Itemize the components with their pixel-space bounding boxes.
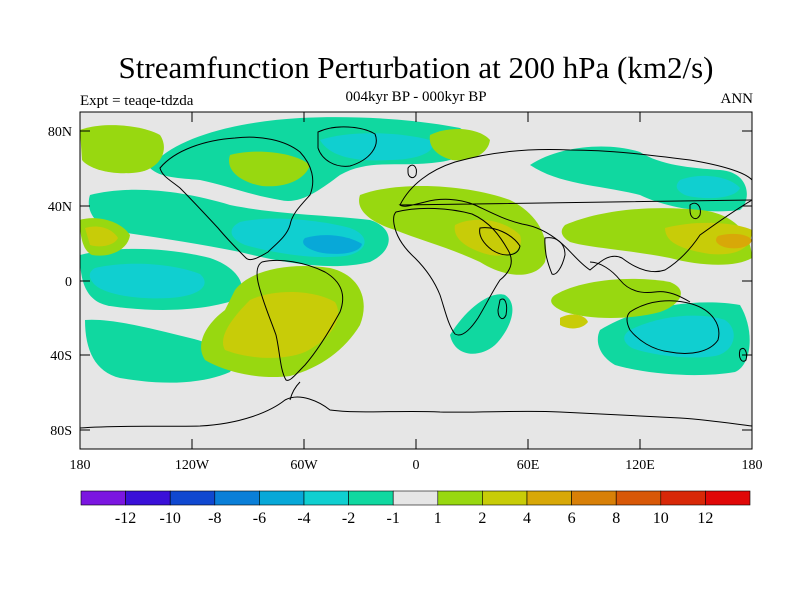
colorbar-swatch xyxy=(526,490,572,506)
coast-india xyxy=(544,237,566,275)
coast-europe-asia xyxy=(398,149,752,273)
region-east-siberia xyxy=(676,175,740,199)
lon-label-60e: 60E xyxy=(517,458,540,473)
colorbar-label: 8 xyxy=(612,510,620,527)
coast-madagascar xyxy=(497,298,508,320)
colorbar-label: -8 xyxy=(208,510,221,527)
lon-label-0: 0 xyxy=(413,458,420,473)
region-tropical-pacific-core xyxy=(89,263,205,299)
experiment-label: Expt = teaqe-tdzda xyxy=(80,93,194,109)
colorbar-swatch xyxy=(259,490,305,506)
lat-label-0: 0 xyxy=(65,275,72,290)
colorbar-swatch xyxy=(169,490,216,506)
colorbar-label: -4 xyxy=(297,510,310,527)
coast-greenland xyxy=(317,126,377,167)
coast-australia xyxy=(626,300,720,354)
coast-south-america xyxy=(256,259,344,381)
region-arctic-core xyxy=(320,133,433,161)
colorbar-label: 2 xyxy=(478,510,486,527)
region-indian-ocean-core xyxy=(560,314,588,329)
region-arabia-core xyxy=(454,219,521,256)
coast-antarctic-peninsula xyxy=(289,381,301,401)
season-label: ANN xyxy=(720,91,754,107)
colorbar-swatch xyxy=(615,490,662,506)
region-north-pacific-west xyxy=(80,125,164,174)
colorbar: -12 -10 -8 -6 -4 -2 -1 1 2 4 6 8 10 12 xyxy=(80,490,751,527)
lon-label-120w: 120W xyxy=(175,458,210,473)
coast-uk xyxy=(407,164,417,179)
contour-field xyxy=(80,112,752,449)
region-south-america-core xyxy=(222,291,339,358)
lon-label-120e: 120E xyxy=(625,458,655,473)
colorbar-label: 10 xyxy=(653,510,669,527)
coastlines xyxy=(80,126,752,429)
lon-label-180w: 180 xyxy=(70,458,91,473)
region-east-pacific-core xyxy=(85,226,118,247)
lat-label-40n: 40N xyxy=(48,200,72,215)
region-south-pacific-band xyxy=(85,319,233,383)
colorbar-swatch xyxy=(348,490,394,506)
lon-label-180e: 180 xyxy=(742,458,763,473)
colorbar-label: -12 xyxy=(115,510,136,527)
coast-north-america xyxy=(159,136,314,261)
colorbar-swatch xyxy=(660,490,706,506)
lat-label-80s: 80S xyxy=(50,424,72,439)
region-north-america-east xyxy=(229,151,310,187)
colorbar-label: 1 xyxy=(434,510,442,527)
colorbar-swatch xyxy=(303,490,349,506)
latitude-axis xyxy=(80,130,752,431)
colorbar-swatch xyxy=(437,490,483,506)
colorbar-label: -1 xyxy=(387,510,400,527)
colorbar-swatch xyxy=(392,490,439,506)
colorbar-swatch xyxy=(482,490,528,506)
coast-africa xyxy=(393,207,512,336)
colorbar-swatch xyxy=(80,490,126,506)
region-indian-ocean xyxy=(551,278,681,318)
coast-antarctica xyxy=(80,396,752,429)
colorbar-label: 12 xyxy=(697,510,713,527)
coast-southeast-asia xyxy=(589,261,691,303)
colorbar-label: -10 xyxy=(160,510,181,527)
lat-label-40s: 40S xyxy=(50,349,72,364)
region-caribbean-max xyxy=(303,235,362,254)
colorbar-label: 4 xyxy=(523,510,531,527)
region-scandinavia xyxy=(429,128,490,161)
lon-label-60w: 60W xyxy=(290,458,318,473)
region-pacific-west-max xyxy=(716,233,752,249)
coast-arabia xyxy=(479,227,521,256)
colorbar-label: -6 xyxy=(253,510,266,527)
coast-japan xyxy=(689,202,701,220)
region-south-africa xyxy=(450,294,513,354)
colorbar-swatch xyxy=(705,490,751,506)
longitude-axis xyxy=(79,112,753,449)
colorbar-swatch xyxy=(125,490,171,506)
colorbar-swatch xyxy=(214,490,260,506)
map-title: Streamfunction Perturbation at 200 hPa (… xyxy=(118,50,714,85)
colorbar-label: -2 xyxy=(342,510,355,527)
colorbar-label: 6 xyxy=(568,510,576,527)
map-subtitle: 004kyr BP - 000kyr BP xyxy=(345,89,487,105)
coast-new-zealand xyxy=(739,347,747,362)
colorbar-swatch xyxy=(571,490,617,506)
lat-label-80n: 80N xyxy=(48,125,72,140)
